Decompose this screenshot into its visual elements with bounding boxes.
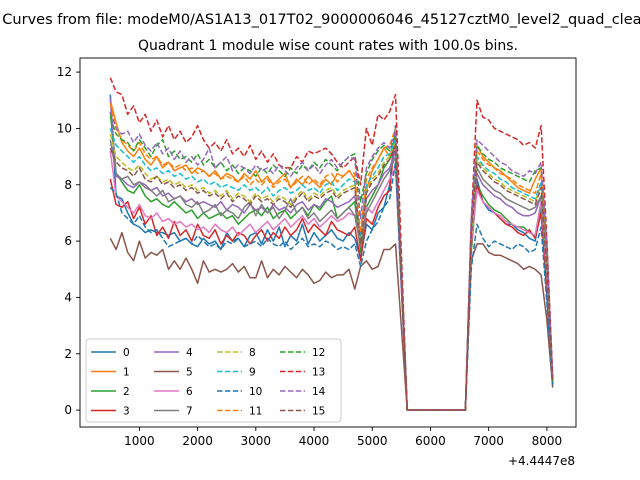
legend-label: 14	[312, 386, 326, 398]
legend-label: 15	[312, 406, 325, 418]
legend-label: 12	[312, 347, 325, 359]
y-tick-label: 12	[57, 65, 72, 79]
y-tick-label: 10	[57, 121, 72, 135]
figure-suptitle: Light Curves from file: modeM0/AS1A13_01…	[0, 12, 640, 28]
y-tick-label: 0	[64, 403, 72, 417]
legend-label: 2	[123, 386, 130, 398]
series-line-module-7	[109, 139, 554, 411]
series-line-module-15	[109, 144, 554, 411]
x-tick-label: 7000	[473, 434, 504, 448]
x-tick-label: 6000	[415, 434, 446, 448]
legend-label: 8	[249, 347, 256, 359]
series-layer	[109, 77, 554, 411]
x-tick-label: 1000	[124, 434, 155, 448]
legend-label: 6	[186, 386, 193, 398]
series-line-module-0	[109, 94, 554, 411]
series-line-module-5	[109, 231, 554, 411]
series-line-module-14	[109, 111, 554, 411]
x-tick-label: 2000	[182, 434, 213, 448]
y-tick-label: 2	[64, 347, 72, 361]
legend-label: 4	[186, 347, 193, 359]
series-line-module-10	[109, 161, 554, 411]
plot-frame	[79, 57, 577, 428]
y-tick-label: 4	[64, 290, 72, 304]
y-tick-label: 8	[64, 178, 72, 192]
x-tick-label: 4000	[299, 434, 330, 448]
legend-box	[85, 338, 342, 423]
y-tick-label: 6	[64, 234, 72, 248]
legend-label: 11	[249, 406, 262, 418]
legend-label: 9	[249, 367, 256, 379]
legend-label: 5	[186, 367, 193, 379]
series-line-module-11	[109, 102, 554, 411]
x-tick-label: 8000	[532, 434, 563, 448]
x-tick-label: 5000	[357, 434, 388, 448]
x-tick-label: 3000	[241, 434, 272, 448]
x-axis: 1000 2000 3000 4000 5000 6000 7000 8000	[124, 427, 562, 448]
legend-label: 10	[249, 386, 262, 398]
y-axis: 0 2 4 6 8 10 12	[57, 65, 80, 417]
series-line-module-12	[109, 116, 554, 411]
chart-title: Quadrant 1 module wise count rates with …	[138, 38, 518, 54]
legend-label: 0	[123, 347, 130, 359]
legend-label: 1	[123, 367, 130, 379]
legend-label: 7	[186, 406, 193, 418]
legend-label: 13	[312, 367, 325, 379]
series-line-module-6	[109, 150, 554, 411]
legend-label: 3	[123, 406, 130, 418]
x-axis-offset-label: +4.4447e8	[508, 454, 575, 468]
series-line-module-9	[109, 128, 554, 411]
